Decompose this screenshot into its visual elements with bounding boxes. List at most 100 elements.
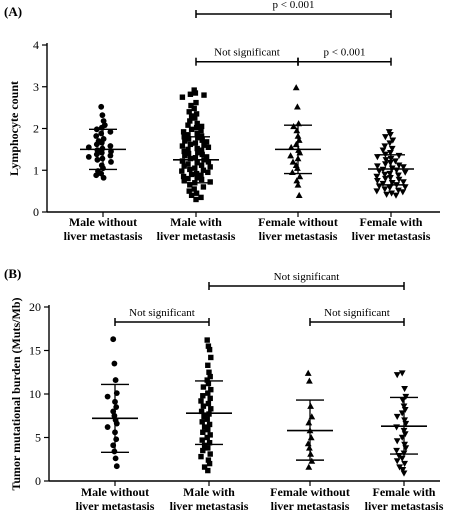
data-point [179,168,185,174]
data-point [191,87,197,93]
data-point [200,429,206,435]
data-point [107,128,114,135]
data-point [294,103,301,110]
significance-bracket: Not significant [195,47,299,66]
data-point [98,149,105,156]
data-point [108,159,114,165]
data-point [201,442,208,449]
data-point [398,370,406,377]
panel-label: (B) [4,266,21,281]
data-point [113,436,120,443]
data-point [182,152,188,159]
data-point [294,181,302,188]
category-label: Male with [170,215,222,229]
data-point [393,447,400,454]
data-point [98,139,105,146]
series-1 [92,336,138,470]
data-point [192,165,198,171]
data-point [393,413,401,421]
data-point [375,168,383,175]
category-label: liver metastasis [271,499,350,513]
category-label: liver metastasis [365,499,444,513]
data-point [382,134,389,141]
data-point [179,94,186,100]
data-point [112,455,119,462]
data-point [381,143,389,150]
data-point [205,445,211,451]
data-point [205,362,211,368]
category-label: liver metastasis [64,229,143,243]
data-point [198,123,205,130]
data-point [187,166,193,173]
data-point [198,194,204,201]
data-point [201,424,208,430]
series-2 [186,337,232,474]
data-point [206,460,213,467]
data-point [204,377,210,383]
data-point [205,457,212,463]
category-label: liver metastasis [157,229,236,243]
data-point [373,173,381,180]
data-point [185,136,192,142]
data-point [194,160,200,166]
data-point [107,152,114,159]
data-point [112,377,119,383]
data-point [194,130,200,137]
data-point [203,139,210,145]
data-point [191,105,197,112]
data-point [104,424,111,430]
y-axis-label: Lymphocyte count [7,81,21,176]
data-point [287,152,294,159]
data-point [382,175,389,182]
data-point [104,393,111,400]
data-point [198,162,205,168]
data-point [187,91,194,97]
data-point [205,169,211,176]
series-3 [287,369,333,470]
data-point [287,143,295,151]
data-point [192,90,199,96]
data-point [393,458,401,465]
data-point [395,172,402,179]
y-tick-label: 0 [33,205,39,219]
significance-bracket: p < 0.001 [195,0,392,18]
data-point [93,172,100,179]
data-point [99,112,106,119]
data-point [400,164,407,171]
category-label: liver metastasis [259,229,338,243]
significance-label: p < 0.001 [273,0,315,11]
data-point [107,143,114,149]
significance-label: Not significant [274,271,340,283]
significance-label: Not significant [129,307,195,319]
data-point [305,463,313,470]
data-point [379,147,387,154]
data-point [187,155,194,162]
data-point [98,103,105,110]
data-point [187,182,193,188]
category-label: Male without [69,215,137,229]
data-point [193,111,200,117]
data-point [392,158,399,165]
category-label: liver metastasis [352,229,431,243]
data-point [199,151,205,158]
data-point [200,167,207,173]
data-point [292,84,300,91]
data-point [193,99,199,106]
data-point [193,190,200,196]
data-point [400,470,408,477]
data-point [207,373,213,380]
data-point [204,434,210,441]
data-point [382,157,390,164]
category-label: liver metastasis [170,499,249,513]
data-point [204,337,210,343]
data-point [395,152,403,160]
data-point [194,145,200,152]
data-point [393,438,401,445]
category-label: Female with [373,485,436,499]
data-point [195,134,201,141]
y-tick-label: 0 [35,474,41,488]
data-point [399,397,407,404]
data-point [206,346,213,353]
data-point [198,398,204,404]
